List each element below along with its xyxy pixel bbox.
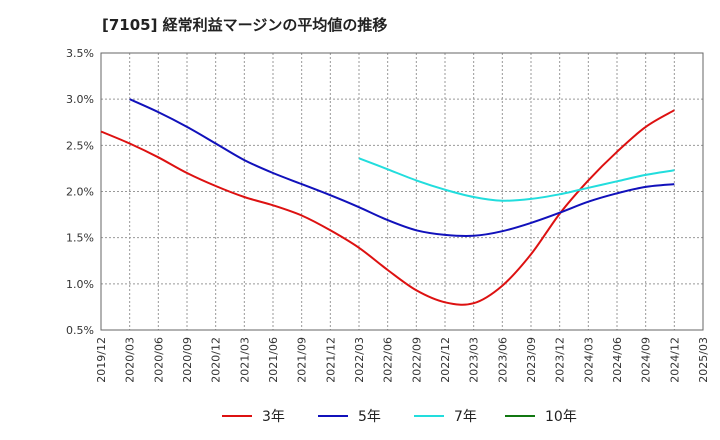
x-tick-label: 2020/06 <box>152 337 165 383</box>
x-tick-label: 2021/06 <box>267 337 280 383</box>
y-tick-label: 0.5% <box>66 324 94 337</box>
chart-title: [7105] 経常利益マージンの平均値の推移 <box>102 16 388 34</box>
x-tick-label: 2022/03 <box>353 337 366 383</box>
x-tick-label: 2020/12 <box>210 337 223 383</box>
legend-swatch <box>222 415 252 417</box>
legend-swatch <box>318 415 348 417</box>
legend-label: 5年 <box>358 409 381 425</box>
legend-label: 3年 <box>262 409 285 425</box>
x-tick-label: 2023/09 <box>525 337 538 383</box>
x-tick-label: 2025/03 <box>697 337 710 383</box>
x-tick-label: 2020/09 <box>181 337 194 383</box>
legend-item: 10年 <box>505 404 577 428</box>
series-line-1 <box>100 109 675 306</box>
y-tick-labels: 3.5% 3.0% 2.5% 2.0% 1.5% 1.0% 0.5% <box>66 47 94 337</box>
y-tick-label: 2.0% <box>66 186 94 199</box>
x-tick-label: 2023/06 <box>496 337 509 383</box>
x-tick-label: 2024/12 <box>668 337 681 383</box>
x-tick-label: 2023/12 <box>554 337 567 383</box>
axes <box>100 52 704 331</box>
series-lines <box>100 98 675 306</box>
y-tick-label: 1.5% <box>66 232 94 245</box>
x-tick-label: 2021/03 <box>238 337 251 383</box>
plot-frame <box>100 52 704 331</box>
x-tick-label: 2022/09 <box>410 337 423 383</box>
x-tick-label: 2022/12 <box>439 337 452 383</box>
x-tick-label: 2021/12 <box>324 337 337 383</box>
series-line-2 <box>129 98 675 238</box>
legend-item: 7年 <box>414 404 477 428</box>
x-tick-label: 2024/09 <box>640 337 653 383</box>
legend-item: 5年 <box>318 404 381 428</box>
y-tick-label: 1.0% <box>66 278 94 291</box>
series-line-3 <box>358 157 675 202</box>
x-tick-label: 2020/03 <box>124 337 137 383</box>
x-tick-label: 2024/03 <box>582 337 595 383</box>
y-tick-label: 2.5% <box>66 139 94 152</box>
legend-swatch <box>505 415 535 417</box>
x-tick-labels: 2019/12 2020/03 2020/06 2020/09 2020/12 2021/… <box>95 337 710 383</box>
x-tick-label: 2023/03 <box>468 337 481 383</box>
chart-legend: 3年 5年 7年 10年 <box>0 404 720 428</box>
x-tick-label: 2021/09 <box>296 337 309 383</box>
x-tick-label: 2019/12 <box>95 337 108 383</box>
x-tick-label: 2022/06 <box>382 337 395 383</box>
line-chart: 3.5% 3.0% 2.5% 2.0% 1.5% 1.0% 0.5% 2019/12 2020… <box>66 47 710 383</box>
legend-swatch <box>414 415 444 417</box>
grid-lines <box>100 52 704 331</box>
legend-item: 3年 <box>222 404 285 428</box>
y-tick-label: 3.5% <box>66 47 94 60</box>
x-tick-label: 2024/06 <box>611 337 624 383</box>
legend-label: 10年 <box>545 409 577 425</box>
legend-label: 7年 <box>454 409 477 425</box>
y-tick-label: 3.0% <box>66 93 94 106</box>
